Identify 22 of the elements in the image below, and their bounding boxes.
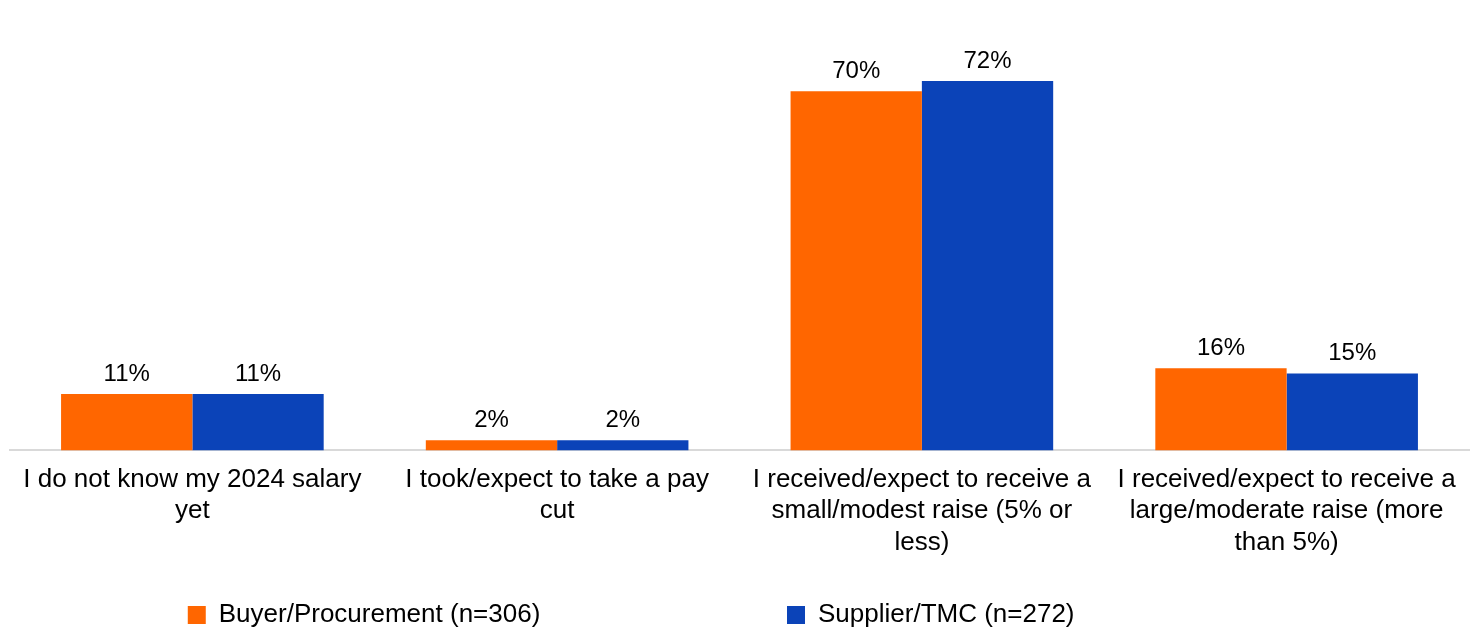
bar [192,393,324,451]
data-label: 72% [963,45,1012,73]
bar [1155,368,1287,451]
bar [557,440,689,451]
data-label: 11% [234,358,282,386]
data-label: 2% [474,404,509,432]
legend-label: Buyer/Procurement (n=306) [218,598,758,629]
x-tick-label: I received/expect to receive a small/modest raise (5% or less) [752,463,1092,556]
data-label: 70% [832,55,881,83]
bar [61,393,193,451]
x-tick-label: I received/expect to receive a large/moderate raise (more than 5%) [1117,463,1457,556]
data-label: 2% [605,404,641,432]
data-label: 15% [1328,338,1377,366]
data-label: 11% [103,358,150,386]
x-tick-label: I do not know my 2024 salary yet [23,463,362,525]
bar [790,91,922,451]
bar [921,81,1054,451]
legend-label: Supplier/TMC (n=272) [818,598,1292,629]
x-tick-label: I took/expect to take a pay cut [405,463,709,525]
bar [425,440,558,451]
data-label: 16% [1196,332,1245,360]
bar [1286,373,1418,451]
